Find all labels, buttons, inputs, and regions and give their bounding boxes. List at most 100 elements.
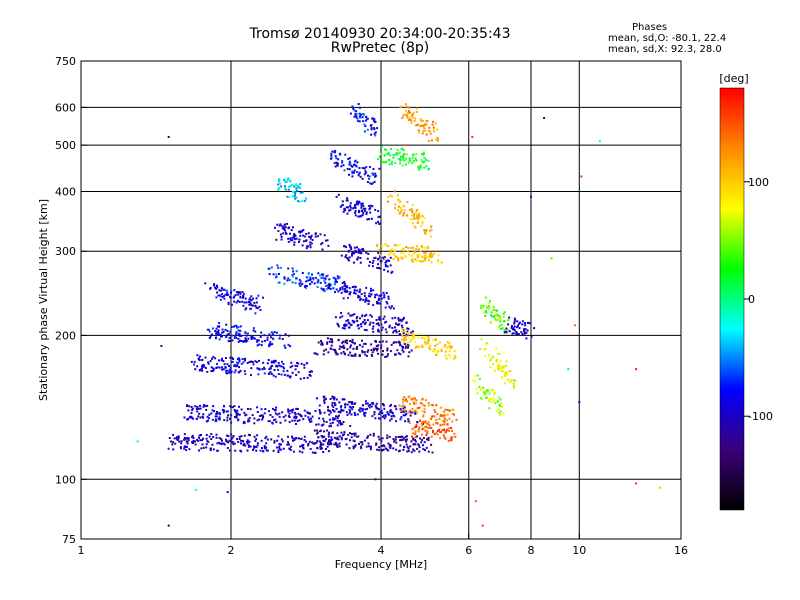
data-point <box>402 341 405 344</box>
data-point <box>373 180 376 183</box>
data-point <box>291 365 294 368</box>
data-point <box>333 282 336 285</box>
data-point <box>421 438 424 441</box>
data-point <box>390 160 393 163</box>
data-point <box>394 316 397 319</box>
data-point <box>351 254 353 257</box>
data-point <box>524 322 527 324</box>
data-point <box>354 115 357 118</box>
data-point <box>218 333 221 336</box>
data-point <box>401 345 404 348</box>
data-point <box>389 444 392 447</box>
data-point <box>339 288 342 291</box>
data-point <box>372 168 375 171</box>
data-point <box>402 401 404 404</box>
data-point <box>372 325 375 328</box>
data-point <box>215 367 218 369</box>
data-point <box>331 401 334 404</box>
data-point <box>136 440 139 443</box>
data-point <box>331 150 334 153</box>
data-point <box>353 411 356 414</box>
data-point <box>309 283 312 286</box>
data-point <box>215 412 218 415</box>
data-point <box>381 437 384 440</box>
data-point <box>358 215 361 218</box>
data-point <box>424 259 427 262</box>
data-point <box>394 353 397 356</box>
data-point <box>306 245 309 248</box>
data-point <box>415 245 418 248</box>
data-point <box>233 364 236 367</box>
data-point <box>291 411 294 414</box>
data-point <box>254 439 257 442</box>
data-point <box>240 340 243 342</box>
data-point <box>497 367 500 370</box>
data-point <box>302 447 305 450</box>
data-point <box>355 113 358 116</box>
data-point <box>196 406 199 408</box>
data-point <box>334 404 336 406</box>
data-point <box>229 330 232 333</box>
data-point <box>411 246 414 249</box>
data-point <box>398 330 400 333</box>
data-point <box>333 443 336 446</box>
data-point <box>277 189 280 191</box>
data-point <box>366 319 369 322</box>
data-point <box>347 312 350 315</box>
data-point <box>353 320 356 323</box>
data-point <box>358 167 361 169</box>
data-point <box>214 286 216 289</box>
data-point <box>414 439 416 441</box>
data-point <box>419 437 422 440</box>
data-point <box>286 279 289 282</box>
data-point <box>293 419 296 422</box>
data-point <box>488 407 491 410</box>
data-point <box>404 113 407 116</box>
data-point <box>351 175 354 178</box>
data-point <box>262 416 264 419</box>
data-point <box>401 438 404 441</box>
data-point <box>434 122 437 125</box>
data-point <box>431 404 434 407</box>
data-point <box>283 178 285 181</box>
data-point <box>367 177 370 180</box>
data-point <box>388 253 391 256</box>
data-point <box>280 185 283 188</box>
data-point <box>211 333 213 336</box>
data-point <box>211 409 214 412</box>
data-point <box>347 321 350 324</box>
data-point <box>330 344 333 347</box>
data-point <box>231 356 234 359</box>
data-point <box>356 258 359 261</box>
data-point <box>337 438 340 441</box>
data-point <box>218 437 221 439</box>
data-point <box>276 413 279 416</box>
data-point <box>387 254 390 257</box>
data-point <box>295 237 298 240</box>
data-point <box>421 403 424 406</box>
data-point <box>267 359 270 361</box>
data-point <box>391 317 394 320</box>
data-point <box>658 486 661 489</box>
data-point <box>191 436 194 438</box>
data-point <box>277 373 280 375</box>
data-point <box>387 353 389 356</box>
data-point <box>372 259 375 262</box>
data-point <box>237 337 240 340</box>
data-point <box>194 405 197 408</box>
data-point <box>347 319 349 322</box>
data-point <box>326 445 329 448</box>
data-point <box>299 230 302 233</box>
data-point <box>450 356 453 359</box>
data-point <box>343 431 346 434</box>
data-point <box>224 293 227 296</box>
data-point <box>365 115 368 118</box>
data-point <box>349 204 352 207</box>
data-point <box>240 362 243 365</box>
data-point <box>338 445 341 448</box>
data-point <box>251 336 254 339</box>
data-point <box>238 334 241 337</box>
data-point <box>288 375 291 378</box>
data-point <box>351 170 354 173</box>
data-point <box>372 432 375 435</box>
